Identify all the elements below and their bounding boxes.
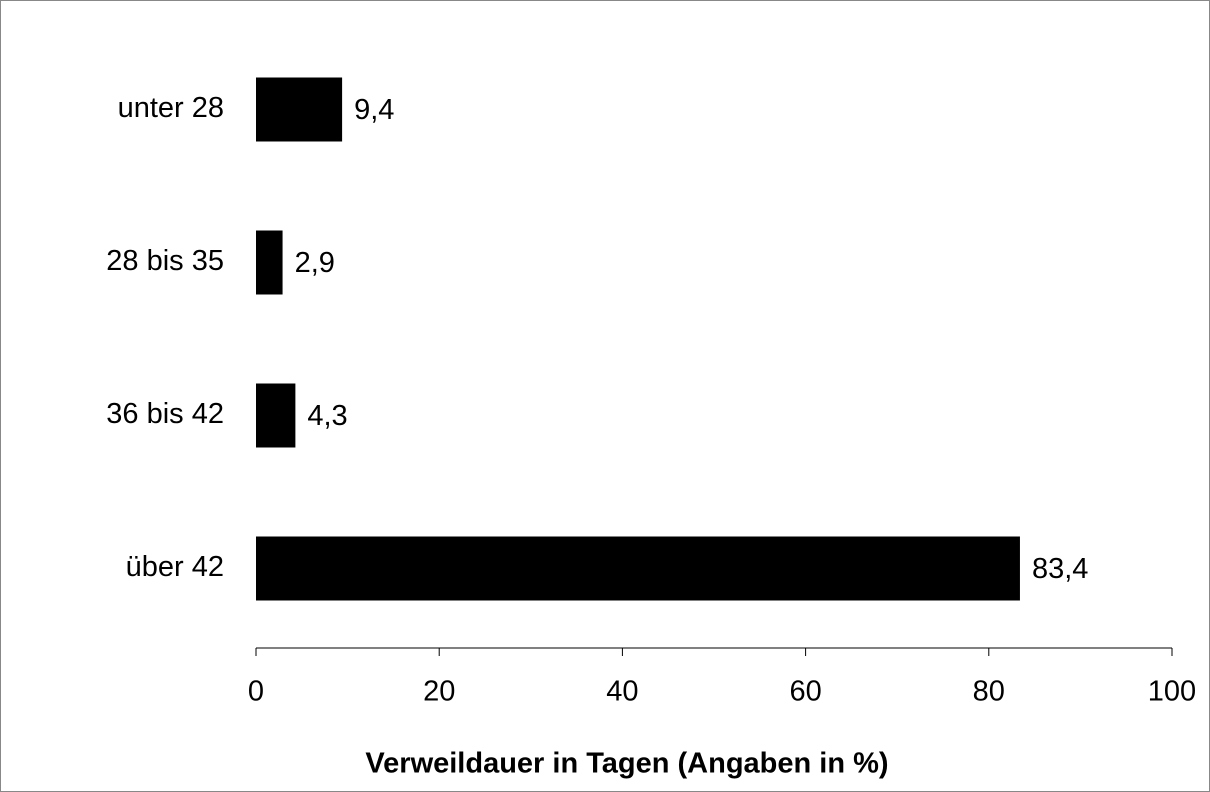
x-tick-label: 100 [1148, 676, 1196, 708]
y-tick-label: 28 bis 35 [106, 245, 224, 277]
y-tick-label: unter 28 [118, 92, 224, 124]
bar [256, 383, 296, 448]
x-tick-label: 20 [423, 676, 455, 708]
x-tick-label: 60 [789, 676, 821, 708]
value-label: 2,9 [295, 247, 335, 279]
bar [256, 77, 343, 142]
y-tick-label: 36 bis 42 [106, 398, 224, 430]
bar [256, 230, 283, 295]
bar [256, 536, 1020, 601]
x-axis-label: Verweildauer in Tagen (Angaben in %) [365, 748, 888, 780]
value-label: 9,4 [354, 94, 394, 126]
x-tick-label: 80 [973, 676, 1005, 708]
y-tick-label: über 42 [126, 551, 224, 583]
value-label: 4,3 [307, 400, 347, 432]
x-tick-label: 0 [248, 676, 264, 708]
value-label: 83,4 [1032, 553, 1088, 585]
x-tick-label: 40 [606, 676, 638, 708]
